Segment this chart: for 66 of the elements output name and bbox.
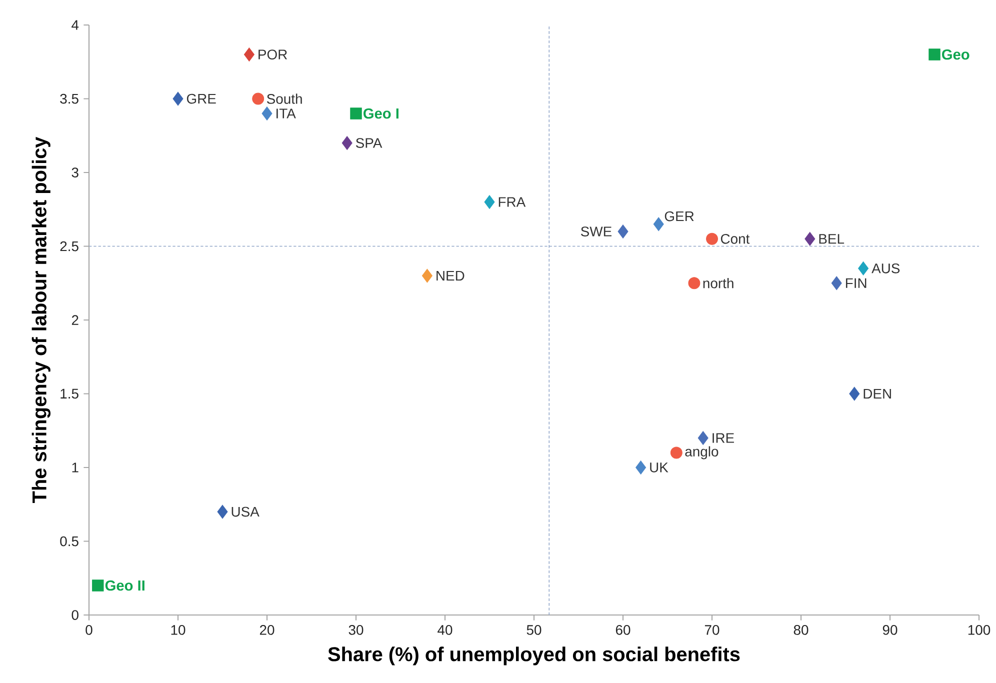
series-label: Geo [942, 49, 970, 60]
y-tick-label: 0 [72, 610, 78, 620]
point [688, 277, 700, 290]
point [484, 195, 495, 209]
series-label: BEL [819, 234, 844, 244]
point [422, 268, 432, 283]
series-label: Geo II [105, 580, 144, 591]
series-label: GRE [186, 94, 216, 104]
series-label: DEN [864, 388, 891, 399]
series-label: Cont [720, 234, 750, 244]
point [172, 92, 184, 106]
point [928, 48, 940, 60]
point [92, 580, 104, 592]
y-axis-title: The stringency of labour market policy [32, 136, 50, 504]
series-label: UK [650, 462, 668, 472]
point [636, 460, 646, 474]
point [342, 136, 352, 150]
series-label: ITA [276, 108, 296, 118]
x-tick-label: 0 [86, 625, 92, 635]
x-tick-label: 100 [968, 625, 990, 635]
point [217, 504, 228, 519]
x-tick-label: 80 [794, 625, 808, 635]
y-tick-label: 2.5 [60, 241, 78, 252]
x-tick-label: 10 [171, 625, 186, 635]
series-label: SPA [356, 138, 382, 148]
y-tick-label: 2 [72, 315, 78, 325]
series-label: FIN [846, 278, 866, 288]
series-label: NED [436, 270, 464, 281]
point [653, 217, 664, 232]
point [849, 386, 860, 401]
x-tick-label: 50 [526, 625, 542, 635]
series-label: north [703, 278, 734, 288]
point [670, 446, 682, 459]
x-tick-label: 90 [882, 625, 898, 635]
x-tick-label: 60 [616, 625, 630, 635]
series-label: South [266, 94, 302, 104]
series-label: SWE [580, 226, 612, 236]
y-tick-label: 3.5 [60, 94, 78, 104]
series-label: POR [258, 50, 288, 60]
point [350, 108, 362, 120]
point [244, 48, 254, 62]
series-label: AUS [872, 263, 900, 274]
y-tick-label: 1 [72, 462, 78, 472]
y-tick-label: 3 [72, 168, 78, 178]
series-label: FRA [498, 197, 526, 207]
point [804, 232, 816, 246]
y-tick-label: 4 [72, 20, 79, 30]
series-label: USA [232, 506, 260, 517]
point [706, 232, 718, 245]
point [262, 106, 272, 120]
point [831, 276, 842, 290]
x-tick-label: 20 [260, 625, 274, 635]
y-tick-label: 0.5 [60, 536, 78, 546]
x-tick-label: 40 [438, 625, 452, 635]
x-tick-label: 30 [348, 625, 364, 635]
point [252, 92, 264, 105]
x-axis-title: Share (%) of unemployed on social benefits [328, 646, 740, 666]
point [858, 261, 869, 276]
series-label: IRE [712, 433, 734, 443]
x-tick-label: 70 [704, 625, 720, 635]
series-label: GER [664, 211, 694, 222]
series-label: anglo [685, 446, 718, 460]
point [618, 224, 628, 238]
y-tick-label: 1.5 [60, 388, 78, 399]
series-label: Geo I [364, 108, 398, 119]
point [698, 431, 708, 445]
